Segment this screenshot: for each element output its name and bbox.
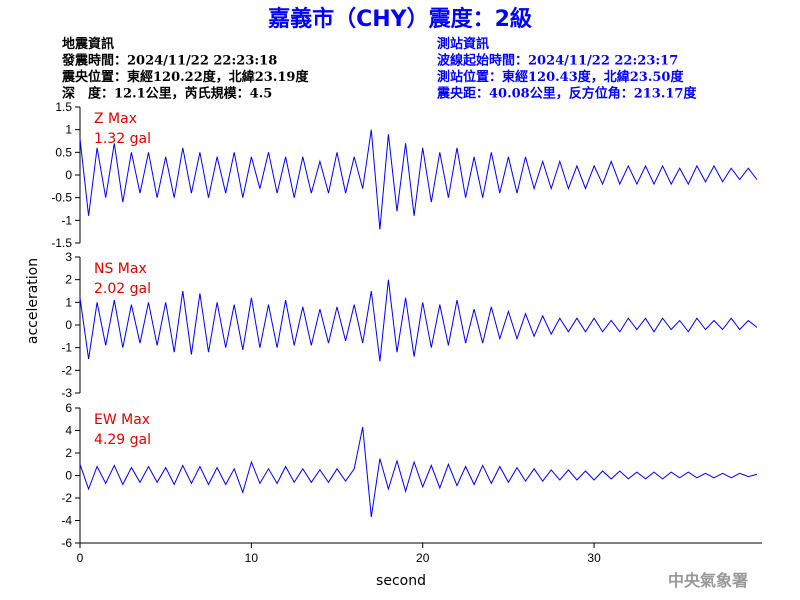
component-label: Z Max <box>94 111 137 127</box>
y-tick-label: -6 <box>61 536 72 550</box>
y-tick-label: 6 <box>65 401 72 415</box>
y-tick-label: 0 <box>65 318 72 332</box>
y-tick-label: 0 <box>65 168 72 182</box>
title: 嘉義市（CHY）震度：2級 <box>268 6 532 32</box>
y-tick-label: -0.5 <box>51 191 72 205</box>
info-left: 發震時間：2024/11/22 22:23:18 <box>61 53 277 69</box>
y-tick-label: -4 <box>61 514 72 528</box>
y-tick-label: 3 <box>65 250 72 264</box>
y-tick-label: 4 <box>65 424 72 438</box>
y-axis-label: acceleration <box>25 258 41 344</box>
y-tick-label: 0.5 <box>55 145 72 159</box>
x-tick-label: 30 <box>587 551 601 565</box>
component-label: EW Max <box>94 412 150 428</box>
info-left: 震央位置：東經120.22度，北緯23.19度 <box>61 69 309 85</box>
max-label: 1.32 gal <box>94 131 151 147</box>
y-tick-label: 2 <box>65 273 72 287</box>
waveform <box>79 427 758 518</box>
y-tick-label: -1.5 <box>51 236 72 250</box>
x-axis-label: second <box>376 573 426 589</box>
info-left: 深 度：12.1公里，芮氏規模：4.5 <box>62 86 272 102</box>
max-label: 4.29 gal <box>94 432 151 448</box>
y-tick-label: -2 <box>61 491 72 505</box>
y-tick-label: 0 <box>65 469 72 483</box>
waveform <box>79 279 758 362</box>
waveform <box>79 129 758 230</box>
component-label: NS Max <box>94 261 147 277</box>
info-right: 波線起始時間：2024/11/22 22:23:17 <box>437 53 678 69</box>
max-label: 2.02 gal <box>94 281 151 297</box>
y-tick-label: 2 <box>65 446 72 460</box>
x-tick-label: 20 <box>416 551 430 565</box>
x-tick-label: 0 <box>77 551 84 565</box>
y-tick-label: 1 <box>65 295 72 309</box>
y-tick-label: -1 <box>61 213 72 227</box>
info-right: 測站位置：東經120.43度，北緯23.50度 <box>437 69 684 85</box>
info-right: 測站資訊 <box>437 36 489 52</box>
y-tick-label: 1 <box>65 123 72 137</box>
footer: 中央氣象署 <box>668 571 748 590</box>
y-tick-label: -2 <box>61 363 72 377</box>
info-left: 地震資訊 <box>62 36 114 52</box>
y-tick-label: -3 <box>61 386 72 400</box>
x-tick-label: 10 <box>245 551 259 565</box>
info-right: 震央距：40.08公里，反方位角：213.17度 <box>436 86 697 102</box>
y-tick-label: -1 <box>61 341 72 355</box>
y-tick-label: 1.5 <box>55 100 72 114</box>
